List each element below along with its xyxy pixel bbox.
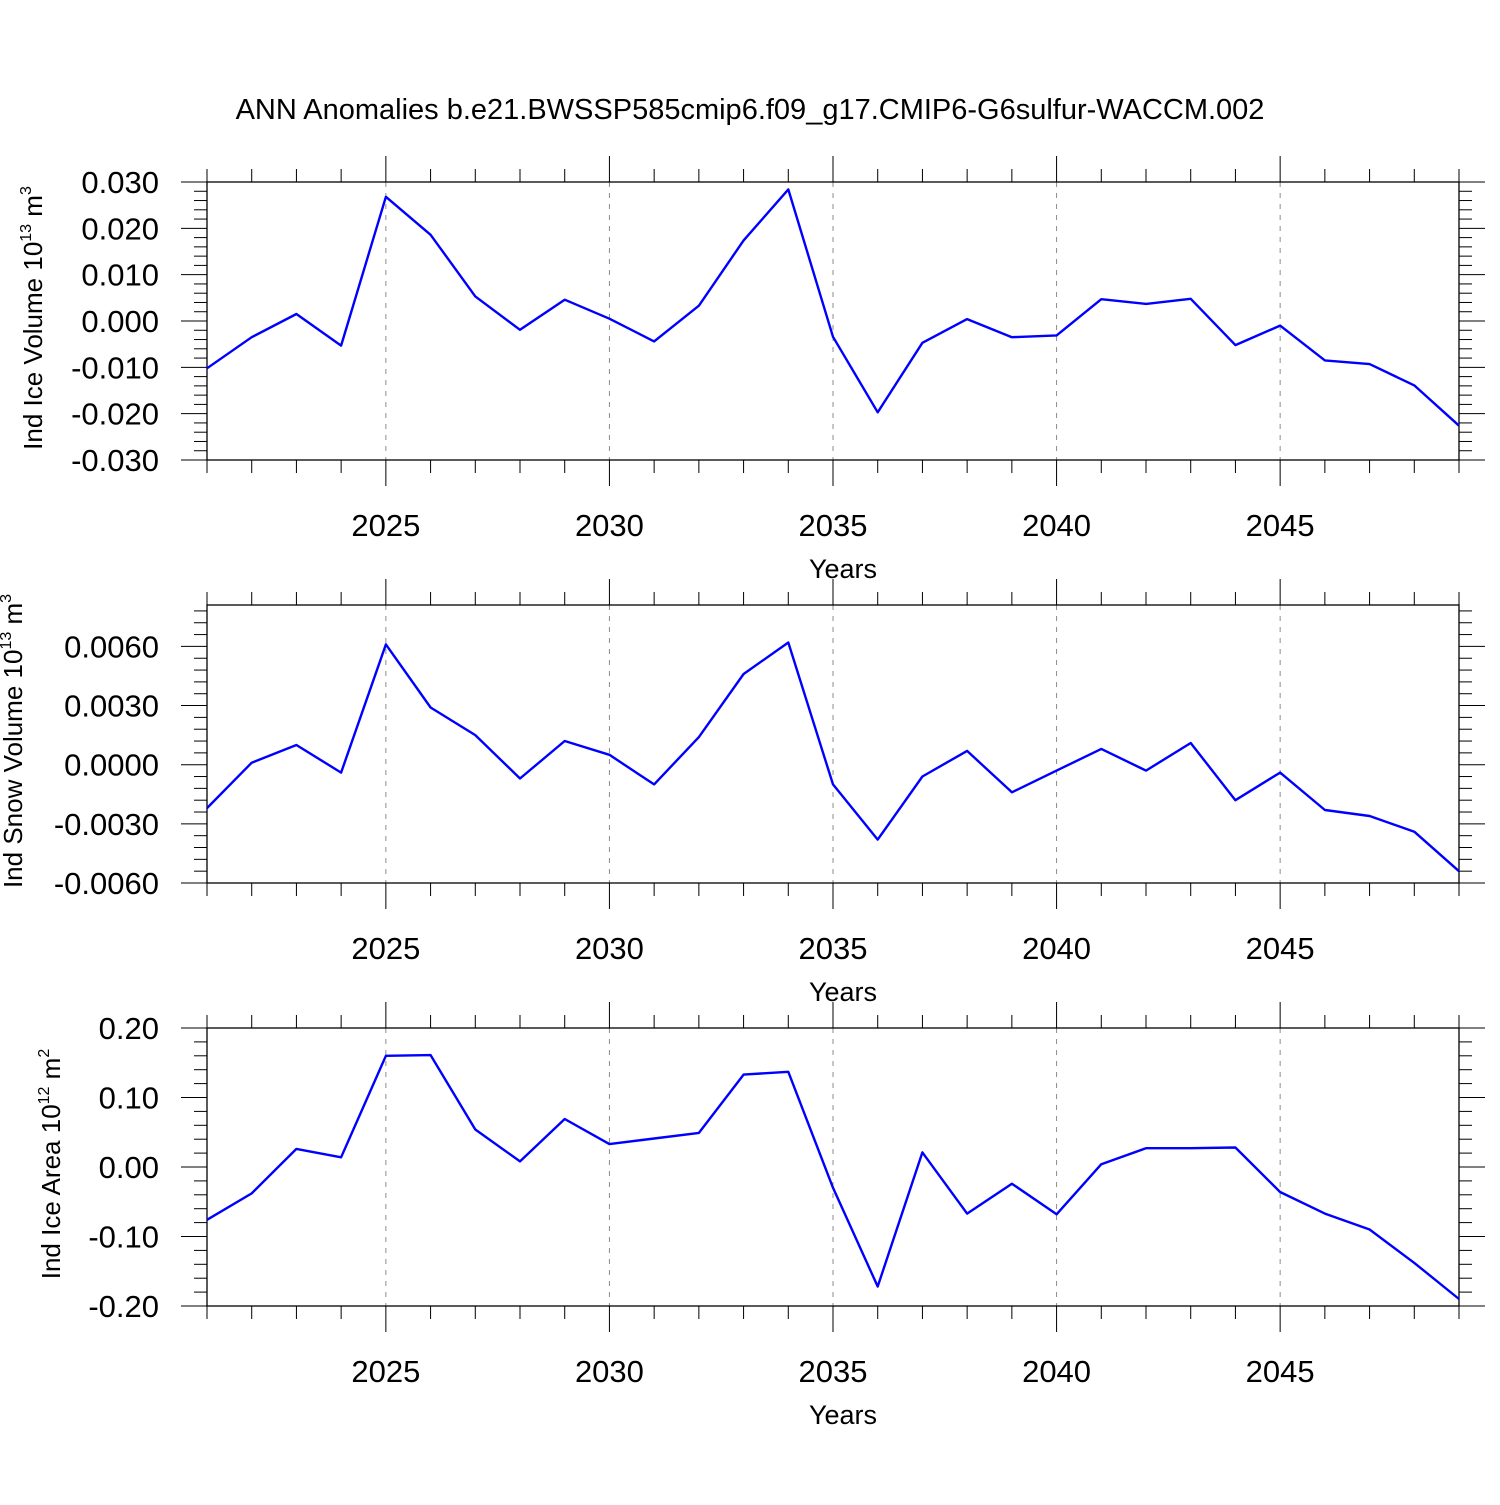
y-tick-label: -0.10: [88, 1220, 159, 1255]
y-axis-label: Ind Ice Volume 1013 m3: [18, 186, 48, 450]
y-tick-label: -0.010: [71, 350, 159, 385]
x-tick-label: 2045: [1246, 508, 1315, 543]
y-tick-label: 0.020: [81, 211, 159, 246]
plot-frame: [206, 181, 1460, 461]
chart-title: ANN Anomalies b.e21.BWSSP585cmip6.f09_g1…: [236, 94, 1265, 126]
y-tick-label: -0.030: [71, 443, 159, 478]
panel-1: 2025 2030 2035 2040 2045 -0.030 -0.020 -0.010 0.…: [18, 156, 1485, 584]
x-tick-label: 2030: [575, 1354, 644, 1389]
series-line: [206, 1053, 1460, 1300]
x-axis-label: Years: [809, 554, 877, 584]
y-tick-label: 0.10: [99, 1081, 159, 1116]
y-axis-label: Ind Snow Volume 1013 m3: [0, 594, 28, 888]
panel-2: 2025 2030 2035 2040 2045 -0.0060 -0.0030 0.0000…: [0, 579, 1485, 1007]
y-tick-label: -0.0060: [54, 866, 159, 901]
x-tick-label: 2025: [351, 508, 420, 543]
plot-frame: [206, 1027, 1460, 1307]
x-tick-label: 2030: [575, 508, 644, 543]
y-tick-label: 0.030: [81, 165, 159, 200]
x-tick-label: 2035: [799, 931, 868, 966]
y-tick-label: 0.0030: [64, 689, 159, 724]
y-tick-label: 0.000: [81, 304, 159, 339]
y-tick-label: 0.0000: [64, 748, 159, 783]
plot-frame: [206, 604, 1460, 884]
y-tick-label: 0.00: [99, 1150, 159, 1185]
x-tick-label: 2030: [575, 931, 644, 966]
y-tick-label: -0.20: [88, 1289, 159, 1324]
x-tick-label: 2035: [799, 1354, 868, 1389]
y-tick-label: 0.0060: [64, 629, 159, 664]
y-tick-label: 0.20: [99, 1011, 159, 1046]
x-tick-label: 2025: [351, 931, 420, 966]
x-tick-label: 2045: [1246, 1354, 1315, 1389]
x-axis-label: Years: [809, 1400, 877, 1430]
y-tick-label: 0.010: [81, 258, 159, 293]
series-line: [206, 641, 1460, 873]
x-tick-label: 2025: [351, 1354, 420, 1389]
x-tick-label: 2045: [1246, 931, 1315, 966]
panel-3: 2025 2030 2035 2040 2045 -0.20 -0.10 0.00 0.10 0.…: [36, 1002, 1485, 1430]
x-tick-label: 2040: [1022, 931, 1091, 966]
x-tick-label: 2040: [1022, 1354, 1091, 1389]
y-tick-label: -0.020: [71, 397, 159, 432]
y-tick-label: -0.0030: [54, 807, 159, 842]
series-line: [206, 188, 1460, 427]
x-axis-label: Years: [809, 977, 877, 1007]
x-tick-label: 2040: [1022, 508, 1091, 543]
y-axis-label: Ind Ice Area 1012 m2: [36, 1049, 66, 1280]
x-tick-label: 2035: [799, 508, 868, 543]
